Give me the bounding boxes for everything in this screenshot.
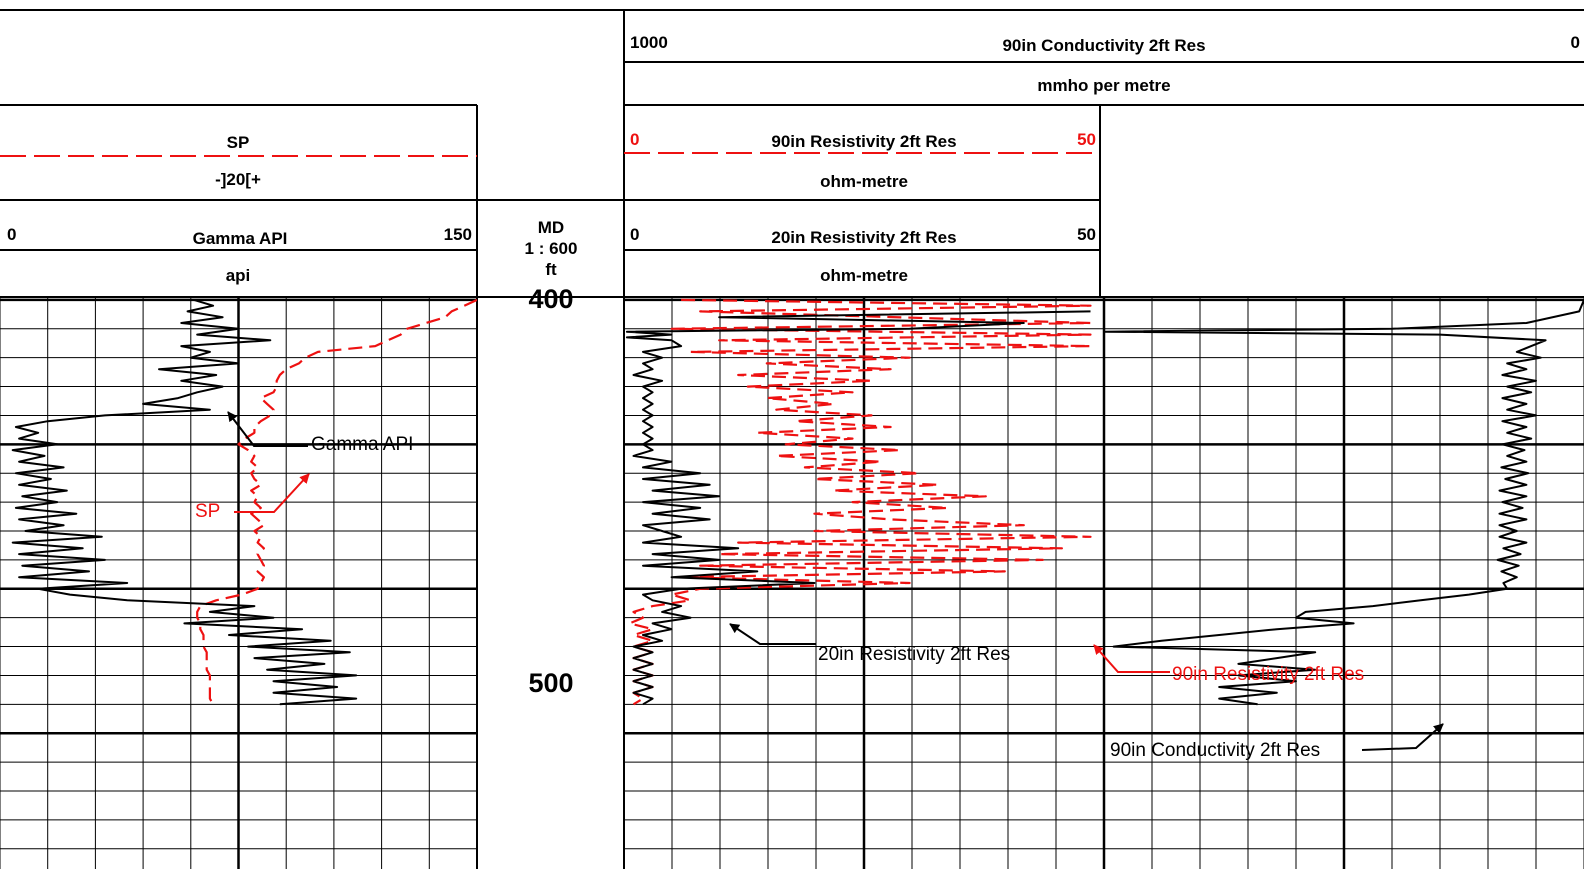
cond-callout-label: 90in Conductivity 2ft Res [1110,740,1320,761]
resistivity-track-curves [625,298,1584,706]
gr-header-title: Gamma API [193,229,288,248]
gamma-callout-arrow [227,411,308,447]
r90-header-min: 0 [630,130,639,149]
sp-callout-label: SP [195,501,220,522]
r20-header-min: 0 [630,225,639,244]
depth-header-scale: 1 : 600 [525,239,578,258]
cond-callout: 90in Conductivity 2ft Res [1110,723,1444,761]
gr-header-max: 150 [444,225,472,244]
gamma-callout-label: Gamma API [311,434,413,455]
depth-label-500: 500 [528,668,573,698]
gamma-track-grid [0,297,478,869]
r90-header-unit: ohm-metre [820,172,908,191]
resistivity-90in-curve [628,298,1092,706]
gr-header-min: 0 [7,225,16,244]
r20-callout: 20in Resistivity 2ft Res [729,623,1010,665]
cond-callout-arrow [1361,723,1444,751]
r20-header-max: 50 [1077,225,1096,244]
cond-header-title: 90in Conductivity 2ft Res [1002,36,1205,55]
cond-header-min: 1000 [630,33,668,52]
cond-header-unit: mmho per metre [1037,76,1170,95]
r90-header-max: 50 [1077,130,1096,149]
depth-label-400: 400 [528,284,573,314]
gamma-api-curve [11,298,358,706]
r20-callout-arrow [729,623,816,645]
resistivity-20in-curve [625,310,1091,706]
sp-header-scale: -]20[+ [215,170,261,189]
r90-callout: 90in Resistivity 2ft Res [1093,644,1364,685]
depth-header-unit: ft [545,260,557,279]
gamma-callout: Gamma API [227,411,413,455]
sp-curve [196,298,477,705]
r20-header-unit: ohm-metre [820,266,908,285]
sp-header-title: SP [227,133,250,152]
sp-callout: SP [195,473,310,522]
conductivity-90in-curve [1103,299,1584,706]
r90-callout-label: 90in Resistivity 2ft Res [1172,664,1364,685]
r90-header-title: 90in Resistivity 2ft Res [771,132,956,151]
depth-header-title: MD [538,218,564,237]
r90-callout-arrow [1093,644,1170,673]
r20-callout-label: 20in Resistivity 2ft Res [818,644,1010,665]
sp-callout-arrow [234,473,310,513]
gamma-track-curves [11,298,477,706]
cond-header-max: 0 [1571,33,1580,52]
gr-header-unit: api [226,266,251,285]
resistivity-track-grid [623,297,1584,869]
r20-header-title: 20in Resistivity 2ft Res [771,228,956,247]
